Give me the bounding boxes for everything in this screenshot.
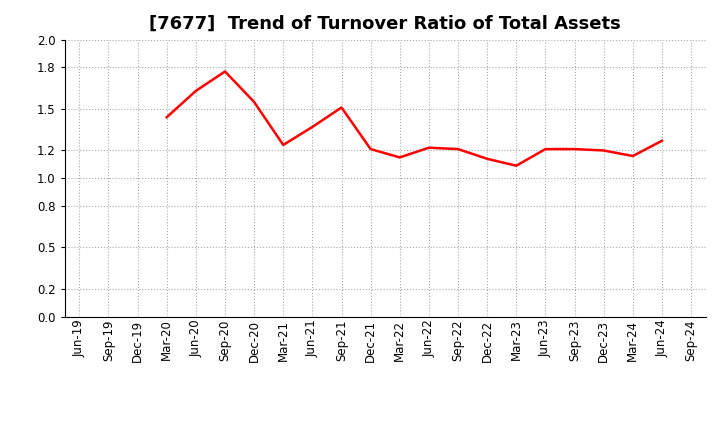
Title: [7677]  Trend of Turnover Ratio of Total Assets: [7677] Trend of Turnover Ratio of Total … — [149, 15, 621, 33]
